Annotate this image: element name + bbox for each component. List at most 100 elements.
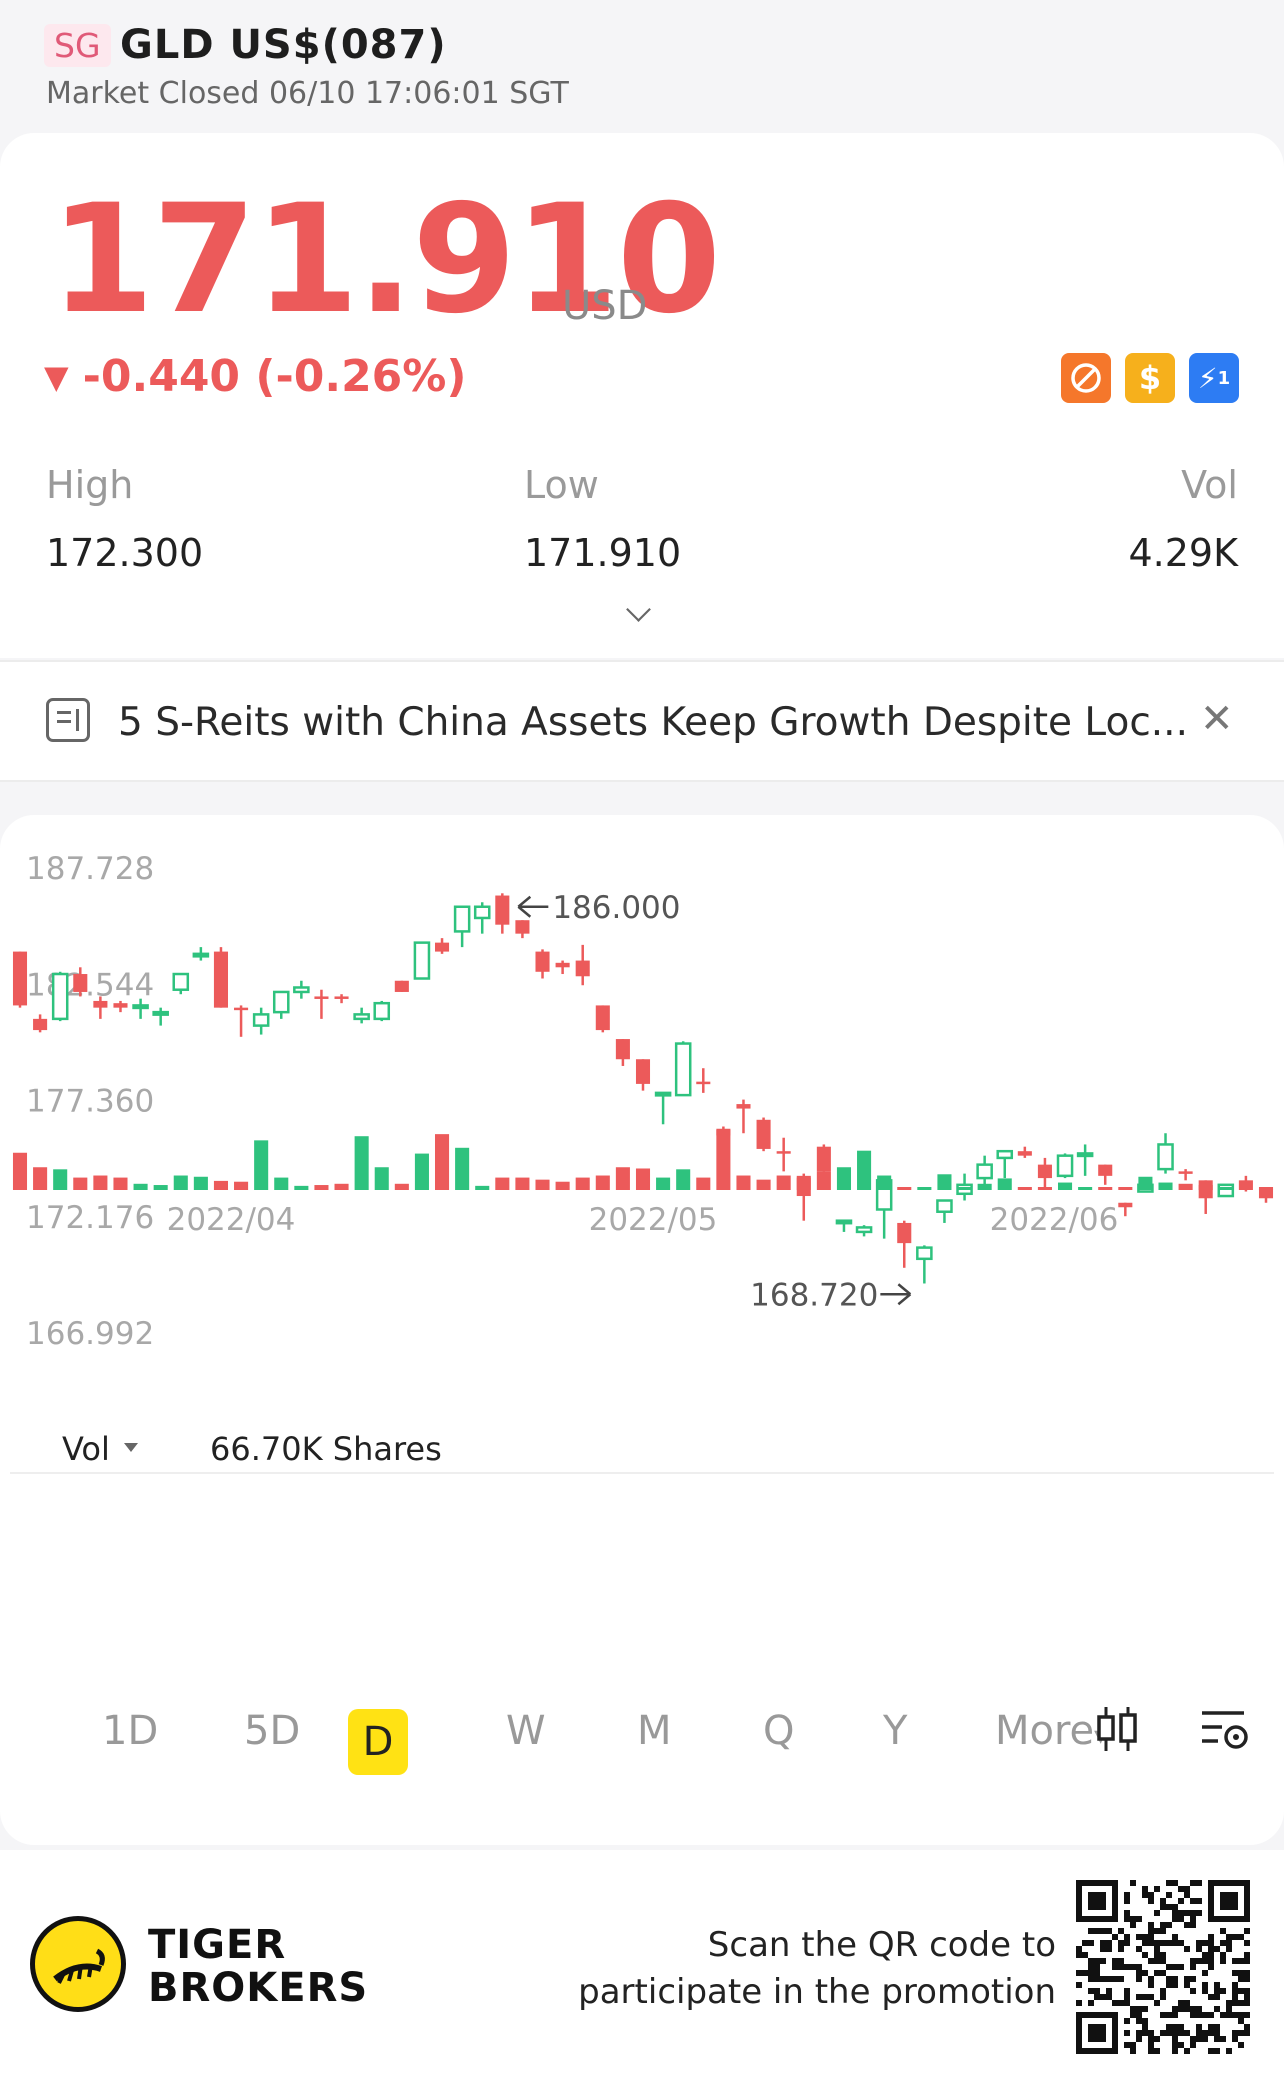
candle[interactable]: [736, 1099, 751, 1134]
candle[interactable]: [1217, 1183, 1235, 1198]
candle-body: [413, 941, 431, 980]
volume-bar: [836, 1167, 852, 1190]
candle-body: [334, 996, 349, 999]
candle[interactable]: [575, 944, 590, 986]
candle[interactable]: [1056, 1153, 1074, 1179]
candle[interactable]: [835, 1219, 853, 1232]
news-banner[interactable]: 5 S-Reits with China Assets Keep Growth …: [0, 660, 1284, 782]
dollar-icon[interactable]: $: [1125, 353, 1175, 403]
candle[interactable]: [33, 1014, 48, 1033]
candle[interactable]: [12, 951, 28, 1008]
candle[interactable]: [1118, 1202, 1133, 1217]
volume-bar: [1037, 1187, 1052, 1190]
candle[interactable]: [816, 1144, 831, 1172]
candlestick-type-icon[interactable]: [1092, 1703, 1142, 1755]
volume-bar: [1198, 1185, 1213, 1190]
candle[interactable]: [334, 994, 349, 1004]
candle[interactable]: [394, 980, 409, 992]
candle[interactable]: [615, 1039, 630, 1066]
timeframe-d[interactable]: D: [348, 1709, 408, 1775]
candle[interactable]: [453, 905, 471, 948]
promo-banner[interactable]: TIGER BROKERS Scan the QR code to partic…: [0, 1850, 1284, 2085]
news-headline[interactable]: 5 S-Reits with China Assets Keep Growth …: [118, 700, 1188, 745]
candle[interactable]: [635, 1059, 651, 1091]
candlestick-chart[interactable]: 187.728 182.544 177.360 172.176 166.992 186.…: [0, 815, 1284, 1845]
candle[interactable]: [434, 938, 450, 954]
candle[interactable]: [1076, 1144, 1094, 1176]
volume-bar: [635, 1168, 651, 1190]
candle[interactable]: [756, 1117, 771, 1152]
candle[interactable]: [252, 1007, 270, 1035]
volume-bar: [1158, 1182, 1173, 1190]
volume-bar: [475, 1185, 490, 1190]
min-price-annotation: 168.720: [750, 1277, 878, 1313]
candle[interactable]: [696, 1068, 711, 1093]
candle[interactable]: [172, 972, 190, 995]
candle[interactable]: [192, 947, 210, 961]
candle[interactable]: [93, 996, 108, 1019]
candle[interactable]: [213, 947, 229, 1008]
candle[interactable]: [515, 920, 530, 939]
candle-body: [916, 1246, 933, 1261]
candle[interactable]: [113, 1000, 128, 1013]
timeframe-more[interactable]: More▾: [995, 1698, 1107, 1764]
candle-body: [635, 1059, 651, 1084]
candle[interactable]: [234, 1005, 249, 1037]
candle[interactable]: [73, 967, 88, 997]
candle[interactable]: [555, 960, 570, 975]
candle[interactable]: [674, 1041, 692, 1097]
candle[interactable]: [495, 893, 510, 934]
candle[interactable]: [314, 989, 329, 1019]
timeframe-q[interactable]: Q: [763, 1708, 795, 1754]
candle[interactable]: [776, 1137, 791, 1172]
candle[interactable]: [132, 998, 149, 1019]
candle[interactable]: [855, 1225, 873, 1237]
x-tick-label: 2022/04: [167, 1202, 296, 1238]
no-fee-icon[interactable]: [1061, 353, 1111, 403]
volume-bar: [334, 1183, 349, 1190]
volume-bar: [937, 1174, 952, 1190]
timeframe-w[interactable]: W: [506, 1708, 546, 1754]
candle[interactable]: [152, 1007, 169, 1026]
volume-bar: [33, 1167, 48, 1190]
tiger-logo-icon: [30, 1916, 126, 2012]
chevron-down-icon[interactable]: [626, 597, 651, 622]
candle[interactable]: [996, 1149, 1014, 1179]
candle[interactable]: [1098, 1164, 1113, 1185]
volume-bar: [1138, 1176, 1153, 1190]
qr-code-icon[interactable]: [1076, 1880, 1250, 2054]
candle[interactable]: [473, 902, 491, 934]
volume-bar: [455, 1147, 470, 1190]
candle[interactable]: [897, 1220, 912, 1268]
candle[interactable]: [535, 949, 550, 979]
candle[interactable]: [373, 1000, 391, 1022]
candle[interactable]: [1178, 1169, 1193, 1181]
dropdown-icon[interactable]: [124, 1443, 138, 1452]
candle[interactable]: [976, 1155, 993, 1185]
flash-level1-icon[interactable]: ⚡ 1: [1189, 353, 1239, 403]
candle-body: [373, 1001, 391, 1021]
close-icon[interactable]: ✕: [1200, 696, 1234, 742]
timeframe-1d[interactable]: 1D: [102, 1708, 159, 1754]
chart-settings-icon[interactable]: [1198, 1703, 1252, 1755]
candle[interactable]: [272, 990, 290, 1019]
volume-label[interactable]: Vol: [62, 1430, 110, 1468]
candle[interactable]: [916, 1245, 933, 1284]
candle[interactable]: [1157, 1133, 1174, 1174]
timeframe-5d[interactable]: 5D: [244, 1708, 301, 1754]
timeframe-y[interactable]: Y: [883, 1708, 908, 1754]
timeframe-m[interactable]: M: [637, 1708, 672, 1754]
candle[interactable]: [595, 1005, 610, 1033]
candle[interactable]: [1017, 1146, 1032, 1158]
candle[interactable]: [936, 1199, 953, 1223]
quote-card: 171.910 USD ▼ -0.440 (-0.26%) $ ⚡ 1 High 1…: [0, 133, 1284, 658]
candle[interactable]: [413, 941, 431, 980]
candle[interactable]: [293, 980, 310, 999]
candle-body: [555, 962, 570, 968]
candle-body: [1238, 1180, 1253, 1188]
candle[interactable]: [353, 1007, 370, 1024]
candle[interactable]: [1037, 1157, 1052, 1188]
candle[interactable]: [51, 971, 69, 1022]
candle[interactable]: [654, 1091, 672, 1125]
candle-body: [996, 1149, 1014, 1160]
